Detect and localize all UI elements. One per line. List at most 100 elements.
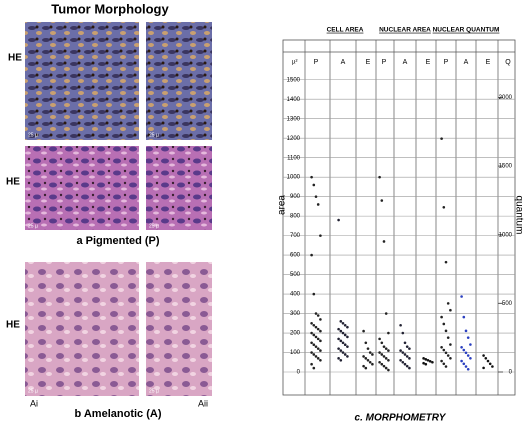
caption: a Pigmented (P): [76, 235, 159, 247]
data-dot: [482, 354, 485, 357]
micrograph: [146, 22, 212, 140]
data-dot: [339, 329, 343, 333]
row-label: HE: [8, 53, 22, 64]
data-dot: [426, 359, 430, 362]
scale-label: 25 µ: [28, 132, 38, 138]
data-dot: [364, 341, 368, 345]
y-tick-label: 400: [290, 292, 301, 298]
chart: 0 100 200 300 400 500 600 700 800 900 1000 1100 1200…: [277, 27, 525, 424]
data-dot: [362, 329, 365, 333]
data-dot: [387, 349, 390, 352]
data-dot: [444, 351, 448, 355]
y-tick-label: 1300: [287, 116, 301, 122]
data-dot: [422, 357, 425, 360]
data-dot: [488, 362, 492, 366]
data-dot: [339, 349, 343, 352]
data-dot: [442, 205, 446, 209]
scale-label: 25 µ: [149, 223, 159, 229]
data-dot: [312, 343, 316, 347]
data-dot: [387, 331, 390, 335]
data-dot: [382, 345, 386, 348]
column-label: E: [486, 59, 491, 66]
data-dot: [316, 337, 320, 341]
data-dot: [469, 356, 472, 360]
y2-header: Q: [505, 59, 511, 66]
data-dot: [314, 312, 318, 315]
data-dot: [312, 292, 316, 296]
data-dot: [343, 333, 347, 337]
data-dot: [378, 351, 381, 354]
data-dot: [368, 351, 372, 354]
data-dot: [405, 345, 409, 348]
data-dot: [339, 359, 343, 362]
title: Tumor Morphology: [51, 1, 169, 16]
y2-tick-label: 0: [509, 370, 513, 376]
data-dot: [337, 337, 340, 341]
data-dot: [343, 323, 347, 327]
y-tick-label: 800: [290, 214, 301, 220]
y2-tick-label: 1500: [499, 164, 513, 170]
y-tick-label: 1500: [287, 77, 301, 83]
data-dot: [337, 347, 340, 350]
data-dot: [378, 175, 381, 179]
y-tick-label: 700: [290, 233, 301, 239]
data-dot: [312, 183, 316, 187]
data-dot: [314, 335, 318, 339]
data-dot: [314, 345, 318, 348]
data-dot: [380, 199, 384, 202]
data-dot: [442, 322, 446, 326]
data-dot: [310, 362, 313, 366]
data-dot: [312, 353, 316, 356]
data-dot: [341, 331, 345, 335]
data-dot: [449, 356, 452, 360]
column-label: P: [444, 59, 449, 66]
plot-frame: [282, 39, 516, 396]
sub-label: Ai: [30, 398, 38, 408]
data-dot: [464, 329, 468, 333]
data-dot: [378, 337, 381, 341]
data-dot: [316, 314, 320, 317]
chart-caption: c. MORPHOMETRY: [355, 413, 447, 424]
data-dot: [387, 359, 390, 362]
data-dot: [337, 357, 340, 360]
data-dot: [444, 329, 448, 333]
data-dot: [366, 359, 370, 362]
y2-tick-label: 1000: [499, 232, 513, 238]
data-dot: [460, 359, 463, 363]
data-dot: [362, 355, 365, 358]
data-dot: [449, 308, 452, 312]
data-dot: [343, 343, 347, 347]
data-dot: [442, 348, 446, 352]
data-dot: [319, 339, 322, 343]
data-dot: [319, 329, 322, 333]
data-dot: [339, 339, 343, 343]
sub-label: Aii: [198, 398, 208, 408]
data-dot: [316, 203, 320, 206]
data-dot: [343, 353, 347, 356]
unit-label: µ²: [292, 60, 297, 66]
y-tick-label: 1000: [287, 175, 301, 181]
data-dot: [346, 325, 349, 329]
data-dot: [337, 218, 340, 222]
column-label: A: [341, 59, 346, 66]
y2-axis-label: quantum: [513, 196, 524, 235]
column-label: P: [314, 59, 319, 66]
data-dot: [382, 364, 386, 368]
data-dot: [405, 355, 409, 358]
data-dot: [466, 354, 470, 357]
data-dot: [337, 327, 340, 331]
data-dot: [484, 356, 488, 360]
data-dot: [382, 240, 386, 243]
data-dot: [469, 343, 472, 346]
data-dot: [371, 353, 374, 356]
data-dot: [319, 359, 322, 362]
data-dot: [316, 347, 320, 350]
data-dot: [460, 295, 463, 298]
data-dot: [464, 365, 468, 368]
data-dot: [405, 364, 409, 368]
data-dot: [362, 364, 365, 368]
data-dot: [312, 333, 316, 337]
data-dot: [399, 359, 402, 362]
data-dot: [341, 351, 345, 354]
